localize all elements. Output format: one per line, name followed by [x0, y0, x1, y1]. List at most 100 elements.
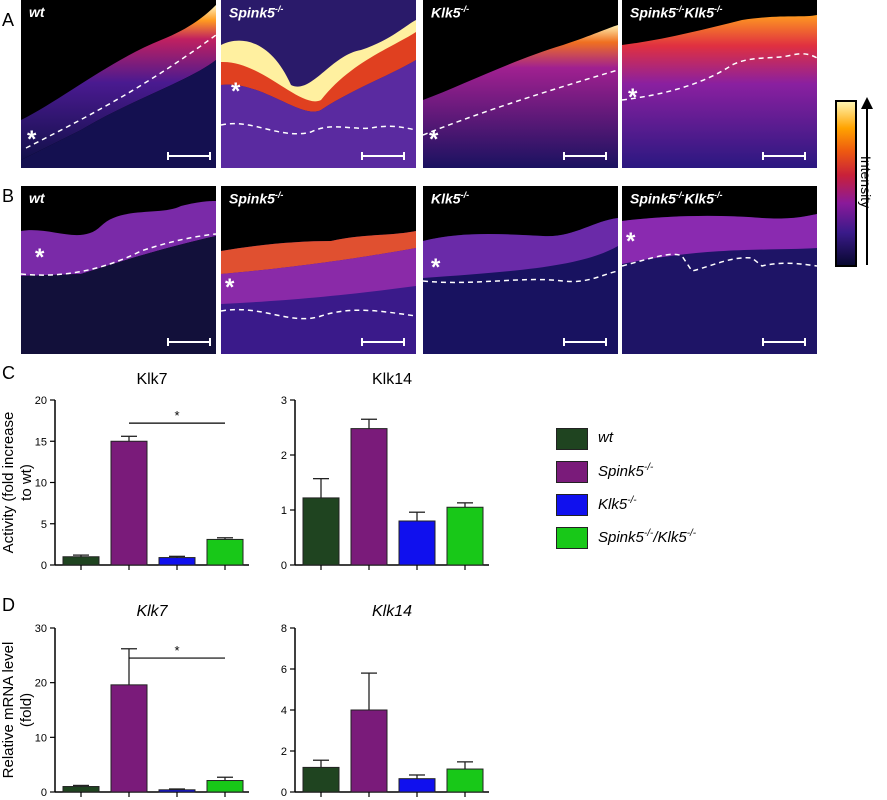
micrograph-b-spink5-image	[221, 186, 416, 354]
micrograph-b-klk5-label: Klk5-/-	[431, 190, 470, 207]
chart-c-klk7: Klk7 Activity (fold increase to wt) 0 5 10 15 2…	[0, 371, 249, 572]
chart-d-klk7-bar-0	[62, 786, 100, 793]
micrograph-a-double-label: Spink5-/-Klk5-/-	[630, 4, 723, 21]
micrograph-a-double: Spink5-/-Klk5-/- *	[622, 0, 817, 168]
micrograph-b-wt-label: wt	[29, 190, 45, 206]
chart-c-klk14-bar-1	[350, 428, 388, 566]
micrograph-a-klk5-asterisk: *	[429, 126, 439, 153]
chart-c-klk7-bar-1	[110, 440, 148, 566]
micrograph-a-double-asterisk: *	[628, 84, 638, 111]
micrograph-a-spink5-asterisk: *	[231, 78, 241, 105]
micrograph-b-klk5-image	[423, 186, 618, 354]
legend-label-double: Spink5-/-/Klk5-/-	[598, 528, 697, 546]
micrograph-b-spink5-asterisk: *	[225, 274, 235, 301]
chart-d-klk7-ytick-label-3: 30	[35, 623, 47, 635]
chart-c-klk7-ylabel-line-0: Activity (fold increase	[0, 412, 17, 554]
micrograph-b-double-scalebar	[762, 338, 806, 346]
micrograph-a-wt-image	[21, 5, 216, 168]
micrograph-a-wt-asterisk: *	[27, 126, 37, 153]
chart-d-klk14-ytick-label-3: 6	[281, 664, 287, 676]
chart-c-klk7-bar-3	[206, 538, 244, 566]
micrograph-b-double-image	[622, 186, 817, 354]
chart-c-klk7-bar-2	[158, 557, 196, 566]
micrograph-a-klk5-label: Klk5-/-	[431, 4, 470, 21]
chart-d-klk7-ytick-label-2: 20	[35, 678, 47, 690]
micrograph-a-spink5-scalebar	[361, 152, 405, 160]
chart-d-klk14-bar-1	[350, 709, 388, 793]
panel-letter-b: B	[2, 186, 15, 206]
chart-d-klk14-ytick-label-2: 4	[281, 705, 287, 717]
micrograph-a-double-scalebar	[762, 152, 806, 160]
micrograph-a-klk5: Klk5-/- *	[423, 0, 618, 168]
chart-c-klk7-ytick-label-0: 0	[41, 560, 47, 572]
chart-c-klk7-ytick-label-2: 10	[35, 478, 47, 490]
chart-c-klk7-ylabel-line-1: to wt)	[18, 464, 35, 501]
chart-d-klk14-bar-3	[446, 768, 484, 793]
chart-c-klk14-bar-0	[302, 497, 340, 566]
micrograph-a-wt: wt *	[21, 0, 216, 168]
chart-d-klk14-title: Klk14	[372, 603, 412, 620]
micrograph-b-klk5-scalebar	[563, 338, 607, 346]
intensity-label: Intensity	[858, 155, 874, 209]
chart-c-klk7-ytick-label-1: 5	[41, 519, 47, 531]
chart-d-klk14: Klk14 0 2 4 6 8	[281, 603, 489, 799]
chart-d-klk7-ylabel-line-0: Relative mRNA level	[0, 642, 17, 779]
chart-c-klk14-ytick-label-2: 2	[281, 450, 287, 462]
micrograph-b-double-label: Spink5-/-Klk5-/-	[630, 190, 723, 207]
chart-c-klk7-bar-0	[62, 556, 100, 566]
chart-c-klk7-significance-label: *	[174, 408, 179, 423]
micrograph-a-double-image	[622, 15, 817, 168]
micrograph-b-wt: wt *	[21, 186, 216, 354]
chart-d-klk7-bar-2	[158, 789, 196, 793]
legend-item-klk5: Klk5-/-	[556, 494, 796, 516]
legend-item-double: Spink5-/-/Klk5-/-	[556, 527, 796, 549]
chart-c-klk14-ytick-label-0: 0	[281, 560, 287, 572]
chart-c-klk14-ytick-label-3: 3	[281, 395, 287, 407]
chart-d-klk14-bar-2	[398, 778, 436, 793]
chart-c-klk14-ytick-label-1: 1	[281, 505, 287, 517]
micrograph-b-klk5-asterisk: *	[431, 254, 441, 281]
micrograph-b-spink5: Spink5-/- *	[221, 186, 416, 354]
micrograph-b-spink5-scalebar	[361, 338, 405, 346]
micrograph-b-double: Spink5-/-Klk5-/- *	[622, 186, 817, 354]
chart-d-klk7-ylabel-line-1: (fold)	[18, 693, 35, 727]
chart-d-klk7-ytick-label-0: 0	[41, 787, 47, 799]
chart-c-klk7-ytick-label-3: 15	[35, 436, 47, 448]
chart-d-klk14-bar-0	[302, 766, 340, 793]
micrograph-a-spink5-label: Spink5-/-	[229, 4, 284, 21]
micrograph-b-double-asterisk: *	[626, 228, 636, 255]
legend-label-spink5: Spink5-/-	[598, 462, 654, 480]
legend-item-wt: wt	[556, 428, 796, 450]
panel-letter-c: C	[2, 363, 15, 383]
chart-c-klk7-ytick-label-4: 20	[35, 395, 47, 407]
legend-item-spink5: Spink5-/-	[556, 461, 796, 483]
intensity-arrow-icon	[861, 97, 873, 265]
chart-c-klk7-title: Klk7	[136, 371, 167, 388]
chart-d-klk7-bar-3	[206, 780, 244, 793]
chart-c-klk14-bar-3	[446, 506, 484, 566]
micrograph-b-wt-asterisk: *	[35, 244, 45, 271]
chart-d-klk14-ytick-label-1: 2	[281, 746, 287, 758]
micrograph-a-klk5-image	[423, 25, 618, 168]
micrograph-a-klk5-scalebar	[563, 152, 607, 160]
panel-letter-a: A	[2, 10, 15, 30]
chart-d-klk7-ytick-label-1: 10	[35, 732, 47, 744]
legend-label-wt: wt	[598, 429, 613, 446]
micrograph-a-wt-label: wt	[29, 4, 45, 20]
chart-d-klk7-bar-1	[110, 684, 148, 793]
chart-d-klk7: Klk7 Relative mRNA level (fold) 0 10 20 30 *	[0, 603, 249, 799]
micrograph-a-spink5: Spink5-/- *	[221, 0, 416, 168]
legend-label-klk5: Klk5-/-	[598, 495, 637, 513]
chart-d-klk7-significance-label: *	[174, 643, 179, 658]
legend-swatch-klk5	[556, 494, 588, 516]
micrograph-a-spink5-image	[221, 0, 416, 168]
intensity-colorbar	[835, 100, 857, 267]
chart-d-klk14-ytick-label-4: 8	[281, 623, 287, 635]
chart-c-klk14-title: Klk14	[372, 371, 412, 388]
micrograph-a-wt-scalebar	[167, 152, 211, 160]
micrograph-b-spink5-label: Spink5-/-	[229, 190, 284, 207]
legend-swatch-double	[556, 527, 588, 549]
micrograph-b-klk5: Klk5-/- *	[423, 186, 618, 354]
legend-swatch-spink5	[556, 461, 588, 483]
chart-d-klk14-ytick-label-0: 0	[281, 787, 287, 799]
